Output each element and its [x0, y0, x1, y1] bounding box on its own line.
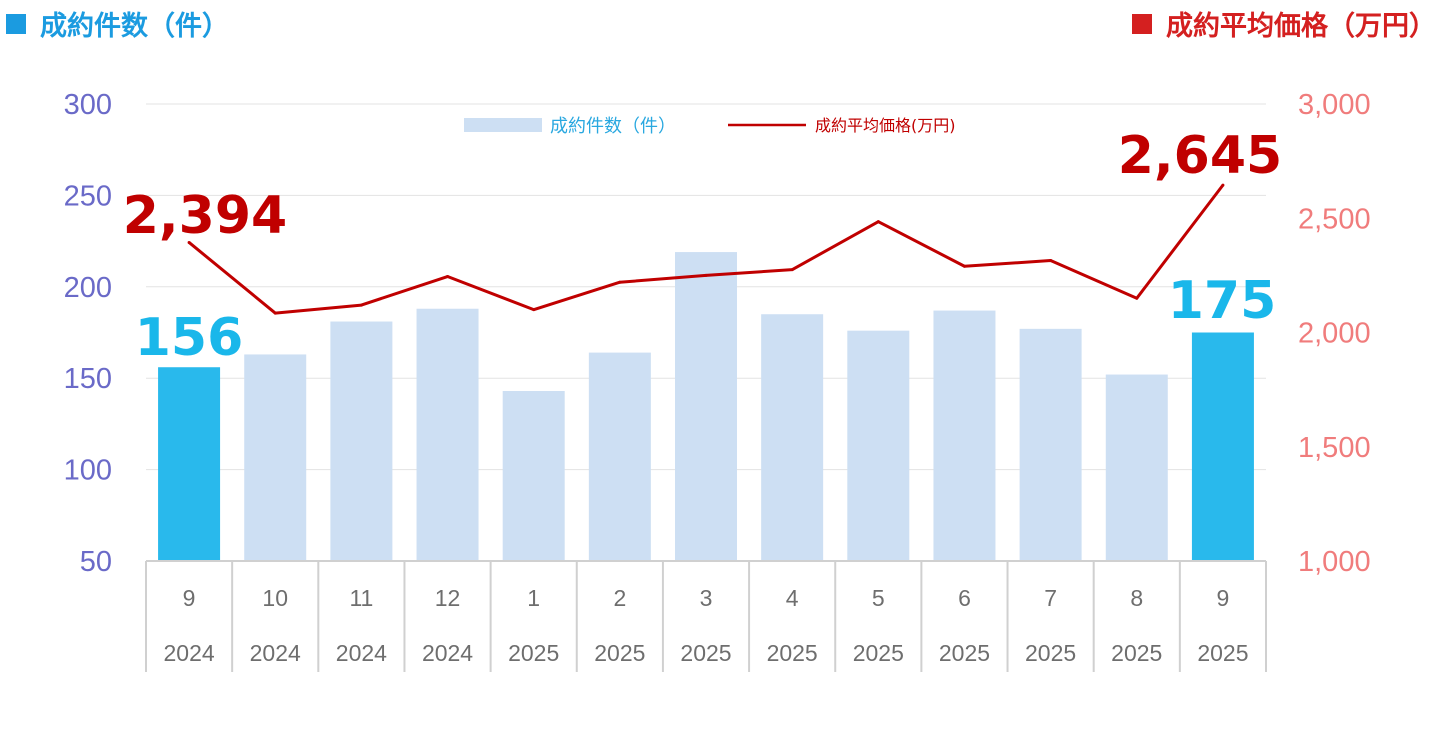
bar-first-value-label: 156	[135, 308, 244, 368]
category-year-label: 2025	[508, 640, 559, 666]
line-point	[790, 268, 794, 272]
category-month-label: 9	[1217, 585, 1230, 611]
line-first-value-label: 2,394	[123, 186, 287, 246]
line-point	[446, 275, 450, 279]
category-year-label: 2024	[163, 640, 214, 666]
bar	[244, 354, 307, 561]
line-last-value-label: 2,645	[1118, 126, 1282, 186]
bar-series	[158, 252, 1254, 561]
category-month-label: 2	[613, 585, 626, 611]
left-tick-label: 150	[64, 363, 112, 395]
bar	[847, 330, 910, 561]
category-year-label: 2025	[767, 640, 818, 666]
category-table: 9 2024 10 2024 11 2024 12 2024 1 2025 2 2025 3 2025 4 2…	[145, 560, 1267, 672]
category-month-label: 9	[183, 585, 196, 611]
category-year-label: 2025	[1111, 640, 1162, 666]
bar	[1105, 374, 1168, 561]
bar	[933, 310, 996, 561]
line-point	[876, 220, 880, 224]
category-month-label: 3	[700, 585, 713, 611]
left-header-square-icon	[6, 13, 26, 34]
left-tick-label: 200	[64, 272, 112, 304]
line-point	[618, 280, 622, 284]
left-tick-label: 250	[64, 180, 112, 212]
category-year-label: 2025	[853, 640, 904, 666]
line-series	[187, 183, 1225, 315]
left-header: 成約件数（件）	[6, 4, 229, 43]
left-axis-title: 成約件数（件）	[40, 11, 229, 42]
right-tick-label: 3,000	[1298, 89, 1371, 121]
category-year-label: 2025	[939, 640, 990, 666]
legend: 成約件数（件） 成約平均価格(万円)	[464, 116, 956, 137]
bar	[1019, 328, 1082, 561]
left-tick-label: 50	[80, 546, 112, 578]
category-year-label: 2024	[250, 640, 301, 666]
bar	[761, 314, 824, 561]
category-month-label: 10	[262, 585, 288, 611]
line-point	[273, 311, 277, 315]
category-year-label: 2024	[336, 640, 387, 666]
category-month-label: 5	[872, 585, 885, 611]
category-year-label: 2025	[1197, 640, 1248, 666]
right-tick-label: 2,500	[1298, 203, 1371, 235]
category-year-label: 2024	[422, 640, 473, 666]
line-point	[187, 240, 191, 244]
right-tick-label: 2,000	[1298, 318, 1371, 350]
line-point	[1221, 183, 1225, 187]
left-tick-label: 300	[64, 89, 112, 121]
category-month-label: 11	[349, 585, 373, 611]
right-tick-label: 1,000	[1298, 546, 1371, 578]
bar	[675, 252, 737, 561]
bar	[588, 352, 651, 561]
category-year-label: 2025	[594, 640, 645, 666]
line-point	[962, 264, 966, 268]
legend-line-label: 成約平均価格(万円)	[815, 116, 956, 135]
left-tick-label: 100	[64, 455, 112, 487]
category-month-label: 1	[527, 585, 540, 611]
left-axis-ticks: 300 250 200 150 100 50	[64, 89, 112, 578]
bar	[416, 308, 479, 561]
bar	[1191, 332, 1254, 561]
category-month-label: 7	[1044, 585, 1057, 611]
legend-bar-swatch	[464, 118, 542, 132]
line-point	[532, 308, 536, 312]
right-tick-label: 1,500	[1298, 432, 1371, 464]
category-year-label: 2025	[680, 640, 731, 666]
legend-bar-label: 成約件数（件）	[550, 116, 676, 137]
category-month-label: 12	[435, 585, 461, 611]
right-header-square-icon	[1132, 13, 1152, 34]
right-header: 成約平均価格（万円）	[1132, 4, 1436, 43]
line-point	[1135, 296, 1139, 300]
category-month-label: 8	[1130, 585, 1143, 611]
right-axis-title: 成約平均価格（万円）	[1166, 11, 1436, 42]
bar-last-value-label: 175	[1168, 271, 1277, 331]
bar	[502, 390, 565, 561]
line-point	[1049, 259, 1053, 263]
right-axis-ticks: 3,000 2,500 2,000 1,500 1,000	[1298, 89, 1371, 578]
category-month-label: 4	[786, 585, 799, 611]
category-month-label: 6	[958, 585, 971, 611]
line-point	[704, 273, 708, 277]
line-point	[359, 303, 363, 307]
bar	[330, 321, 393, 561]
category-year-label: 2025	[1025, 640, 1076, 666]
bar	[158, 367, 221, 561]
